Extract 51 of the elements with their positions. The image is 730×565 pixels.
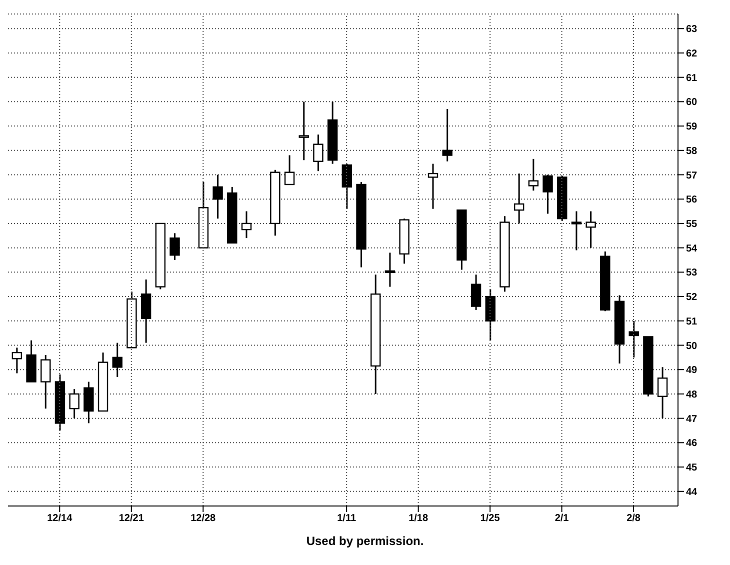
x-tick-label: 12/14 [47, 513, 73, 524]
x-tick-label: 2/1 [554, 513, 570, 524]
candlestick [170, 232, 180, 261]
y-tick-label: 49 [686, 365, 698, 376]
candlestick [528, 158, 539, 192]
y-tick-label: 60 [686, 97, 698, 108]
candlestick [40, 354, 51, 410]
y-tick-label: 63 [686, 24, 698, 36]
x-tick-label: 1/11 [337, 513, 356, 524]
y-tick-label: 59 [686, 122, 698, 133]
candlestick [542, 174, 553, 214]
candlestick [284, 154, 295, 186]
y-tick-label: 44 [686, 486, 698, 498]
candlestick [470, 274, 482, 311]
candlestick [586, 210, 596, 249]
y-tick-label: 56 [686, 194, 698, 206]
text: Used by permission. [305, 534, 425, 548]
y-tick-label: 48 [686, 390, 698, 401]
candlestick [84, 381, 94, 424]
candlestick [657, 366, 668, 420]
candlestick [313, 134, 324, 172]
candlestick [514, 172, 524, 224]
candlestick [628, 320, 639, 358]
y-tick-label: 52 [686, 292, 698, 304]
y-tick-label: 55 [686, 219, 698, 230]
candlestick [384, 252, 396, 288]
y-tick-label: 54 [686, 243, 698, 254]
candlestick [69, 388, 80, 420]
candlestick [298, 100, 309, 161]
candlestick [428, 163, 438, 210]
x-tick-label: 12/21 [118, 513, 144, 524]
y-tick-label: 46 [686, 438, 698, 450]
y-tick-label: 61 [686, 72, 698, 84]
candlestick [571, 210, 582, 252]
y-tick-label: 47 [686, 414, 698, 425]
x-tick-label: 12/28 [190, 513, 216, 524]
y-tick-label: 53 [686, 268, 698, 279]
x-tick-label: 1/18 [408, 513, 428, 524]
candlestick [112, 342, 122, 378]
y-tick-label: 57 [686, 170, 698, 182]
y-tick-label: 58 [686, 146, 698, 157]
y-tick-label: 62 [686, 48, 698, 60]
y-tick-label: 51 [686, 316, 698, 328]
y-tick-label: 50 [686, 340, 698, 352]
candlestick [442, 108, 452, 162]
candlestick [212, 174, 223, 220]
x-tick-label: 2/8 [626, 513, 641, 524]
candlestick [12, 346, 22, 374]
candlestick [241, 210, 252, 239]
x-tick-label: 1/25 [480, 513, 500, 524]
y-tick-label: 45 [686, 462, 698, 474]
